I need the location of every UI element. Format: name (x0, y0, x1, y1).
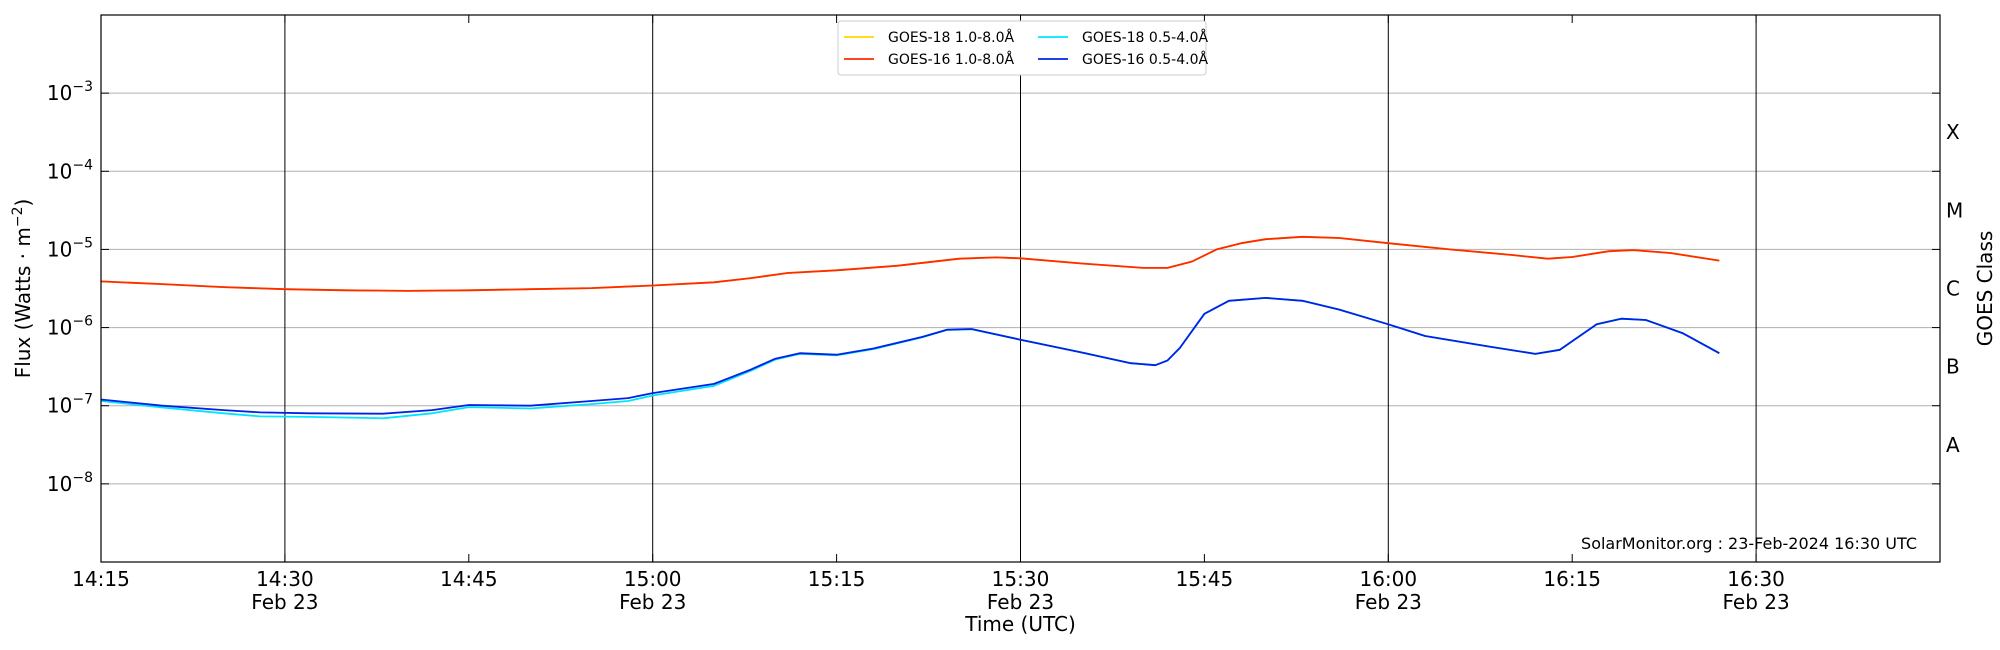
series-line-4 (100, 297, 1720, 415)
series-lines (100, 235, 1720, 420)
y-axis-title: Flux (Watts · m−2) (10, 199, 35, 379)
x-tick-sublabel: Feb 23 (1722, 590, 1789, 614)
x-tick-label: 15:45 (1176, 567, 1234, 591)
y-axis-ticks: 10−8 10−7 10−6 10−5 10−4 10−3 (47, 79, 1940, 496)
legend-label: GOES-16 0.5-4.0Å (1082, 51, 1208, 68)
goes-class-label: C (1946, 277, 1960, 301)
x-tick-label: 14:45 (440, 567, 498, 591)
legend: GOES-18 1.0-8.0Å GOES-18 0.5-4.0Å GOES-16 … (837, 20, 1208, 76)
x-tick-label: 15:00 (624, 567, 682, 591)
x-tick-sublabel: Feb 23 (251, 590, 318, 614)
goes-class-axis-title: GOES Class (1973, 231, 1997, 347)
x-tick-label: 16:15 (1543, 567, 1601, 591)
x-axis-title: Time (UTC) (964, 612, 1076, 636)
goes-class-label: B (1946, 355, 1960, 379)
x-tick-label: 15:15 (808, 567, 866, 591)
x-tick-label: 16:30 (1727, 567, 1785, 591)
y-tick-label: 10−8 (47, 470, 93, 496)
goes-class-labels: A B C M X (1946, 120, 1963, 457)
x-tick-sublabel: Feb 23 (987, 590, 1054, 614)
legend-label: GOES-18 1.0-8.0Å (888, 29, 1014, 46)
y-axis-title-main: Flux (Watts · m (11, 227, 35, 378)
x-tick-label: 16:00 (1359, 567, 1417, 591)
x-tick-sublabel: Feb 23 (1355, 590, 1422, 614)
series-line-2 (100, 235, 1720, 292)
credit-text: SolarMonitor.org : 23-Feb-2024 16:30 UTC (1581, 534, 1917, 553)
goes-class-label: M (1946, 198, 1963, 222)
x-tick-label: 14:15 (72, 567, 130, 591)
goes-class-label: A (1946, 433, 1960, 457)
legend-box (837, 20, 1207, 76)
time-marker-lines (284, 15, 1757, 562)
y-axis-title-sup: −2 (10, 207, 26, 228)
y-tick-label: 10−3 (47, 79, 93, 105)
legend-label: GOES-18 0.5-4.0Å (1082, 29, 1208, 46)
x-tick-label: 15:30 (992, 567, 1050, 591)
x-tick-sublabel: Feb 23 (619, 590, 686, 614)
legend-label: GOES-16 1.0-8.0Å (888, 51, 1014, 68)
y-tick-label: 10−5 (47, 235, 93, 261)
x-tick-label: 14:30 (256, 567, 314, 591)
y-axis-title-close: ) (11, 199, 35, 207)
y-tick-label: 10−6 (47, 314, 93, 340)
y-tick-label: 10−4 (47, 157, 93, 183)
y-tick-label: 10−7 (47, 392, 93, 418)
goes-class-label: X (1946, 120, 1960, 144)
